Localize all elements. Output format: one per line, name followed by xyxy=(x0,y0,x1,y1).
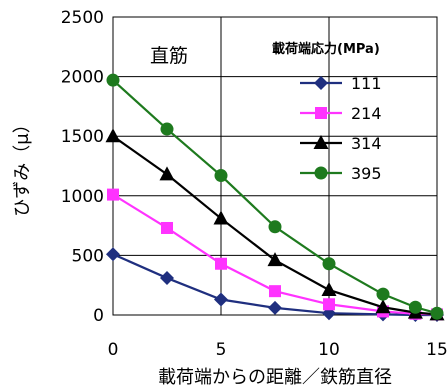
legend-marker xyxy=(313,135,329,149)
x-tick-label: 5 xyxy=(216,340,227,360)
data-point xyxy=(267,252,283,267)
x-tick-label: 10 xyxy=(318,340,340,360)
y-tick-label: 0 xyxy=(93,306,104,326)
data-point xyxy=(214,292,228,307)
data-point xyxy=(268,300,282,315)
series-layer xyxy=(105,73,445,322)
legend-marker xyxy=(315,107,327,119)
axis-ticks: 0 500 1000 1500 2000 2500 0 5 10 15 xyxy=(61,8,447,360)
data-point xyxy=(376,287,390,301)
y-tick-label: 2500 xyxy=(61,8,104,28)
legend-marker xyxy=(314,76,328,90)
legend-label: 214 xyxy=(351,104,382,123)
x-axis-label: 載荷端からの距離／鉄筋直径 xyxy=(158,367,392,388)
legend-label: 111 xyxy=(351,74,382,93)
plot-area-frame xyxy=(112,16,438,316)
data-point xyxy=(269,285,281,298)
legend: 載荷端応力(MPa) 111 214 314 395 xyxy=(272,41,382,183)
data-point xyxy=(160,271,174,286)
data-point xyxy=(160,122,174,136)
legend-label: 395 xyxy=(351,164,382,183)
y-tick-label: 2000 xyxy=(61,68,104,88)
x-tick-label: 0 xyxy=(108,340,119,360)
data-point xyxy=(214,169,228,183)
series-line xyxy=(112,135,438,316)
legend-title: 載荷端応力(MPa) xyxy=(272,41,380,57)
y-tick-label: 1000 xyxy=(61,187,104,207)
data-point xyxy=(408,300,422,314)
data-point xyxy=(375,299,391,314)
data-point xyxy=(323,298,335,311)
data-point xyxy=(159,166,175,181)
chart-annotation: 直筋 xyxy=(150,45,188,67)
data-point xyxy=(215,257,227,270)
data-point xyxy=(268,220,282,234)
legend-marker xyxy=(314,166,328,180)
data-point xyxy=(322,257,336,271)
data-point xyxy=(107,188,119,201)
legend-label: 314 xyxy=(351,134,382,153)
y-tick-label: 1500 xyxy=(61,127,104,147)
series-395 xyxy=(106,73,444,320)
data-point xyxy=(213,210,229,225)
data-point xyxy=(321,281,337,296)
data-point xyxy=(161,221,173,234)
data-point xyxy=(430,306,444,320)
x-tick-label: 15 xyxy=(426,340,447,360)
y-tick-label: 500 xyxy=(72,246,104,266)
data-point xyxy=(106,247,120,262)
y-axis-label: ひずみ（μ） xyxy=(12,115,33,216)
data-point xyxy=(105,128,121,143)
data-point xyxy=(106,73,120,87)
